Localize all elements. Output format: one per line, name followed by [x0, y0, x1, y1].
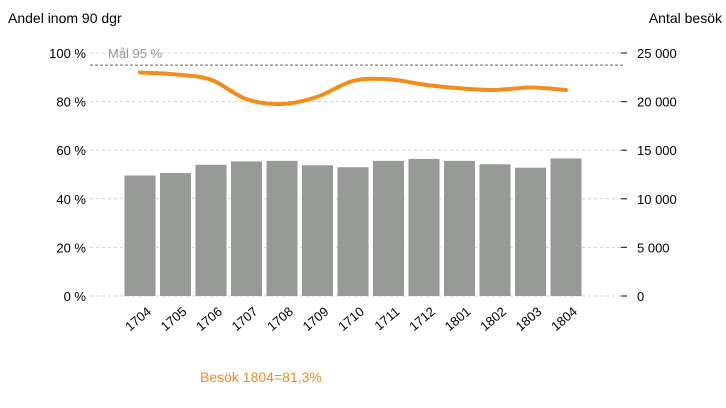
category-label: 1804	[548, 304, 580, 334]
category-label: 1705	[158, 304, 190, 334]
bar	[337, 167, 369, 296]
right-tick-label: 0	[637, 289, 644, 304]
bar	[408, 158, 440, 296]
category-label: 1801	[442, 304, 474, 334]
category-label: 1709	[300, 304, 332, 334]
left-tick-label: 0 %	[64, 289, 87, 304]
right-tick-label: 10 000	[637, 192, 677, 207]
bar	[302, 165, 333, 296]
bar	[160, 173, 191, 296]
category-label: 1707	[229, 304, 261, 334]
left-tick-label: 100 %	[49, 46, 86, 61]
bar	[479, 164, 511, 296]
left-tick-label: 40 %	[56, 192, 86, 207]
right-tick-label: 20 000	[637, 95, 677, 110]
line-layer	[138, 70, 568, 107]
target-label: Mål 95 %	[108, 46, 163, 61]
bar	[550, 158, 582, 296]
category-label: 1708	[264, 304, 296, 334]
right-tick-label: 25 000	[637, 46, 677, 61]
line-series	[138, 70, 568, 107]
left-tick-label: 60 %	[56, 143, 86, 158]
category-label: 1803	[513, 304, 545, 334]
right-axis-title: Antal besök	[649, 10, 723, 26]
category-label: 1802	[477, 304, 509, 334]
footnote: Besök 1804=81,3%	[200, 369, 322, 385]
left-axis-title: Andel inom 90 dgr	[8, 10, 122, 26]
bar	[195, 164, 227, 296]
bar-layer	[124, 158, 582, 296]
bar	[444, 160, 475, 296]
target-layer: Mål 95 %	[90, 46, 625, 66]
right-tick-label: 5 000	[637, 240, 670, 255]
category-label: 1711	[371, 304, 402, 333]
right-tick-label: 15 000	[637, 143, 677, 158]
left-tick-label: 80 %	[56, 95, 86, 110]
category-label: 1704	[122, 304, 154, 334]
category-label: 1706	[193, 304, 225, 334]
bar	[124, 175, 156, 296]
left-tick-label: 20 %	[56, 240, 86, 255]
bar	[231, 161, 262, 296]
bar	[266, 160, 298, 296]
bar	[373, 160, 404, 296]
bar	[515, 167, 546, 296]
category-label: 1710	[335, 304, 367, 334]
category-label: 1712	[406, 304, 438, 334]
